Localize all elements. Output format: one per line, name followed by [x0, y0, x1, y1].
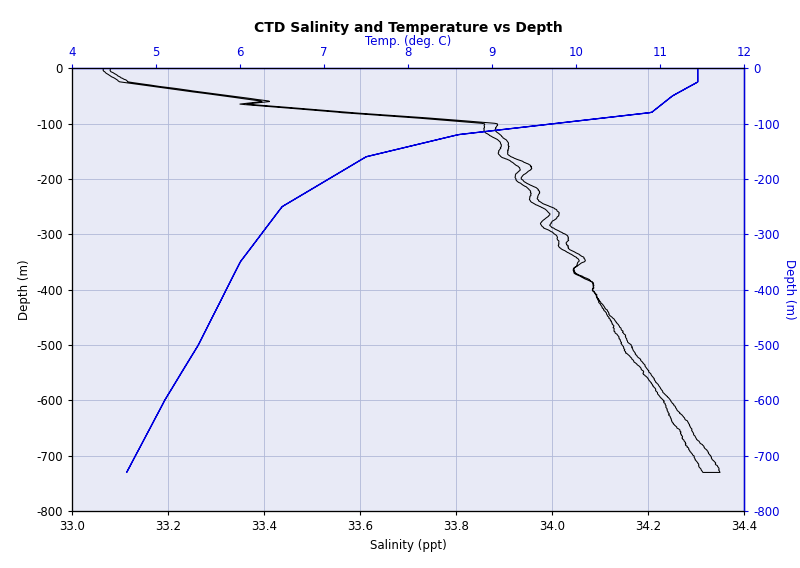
Y-axis label: Depth (m): Depth (m) — [18, 260, 30, 320]
Title: CTD Salinity and Temperature vs Depth: CTD Salinity and Temperature vs Depth — [254, 21, 562, 35]
X-axis label: Salinity (ppt): Salinity (ppt) — [370, 539, 446, 552]
X-axis label: Temp. (deg. C): Temp. (deg. C) — [365, 35, 451, 48]
Y-axis label: Depth (m): Depth (m) — [783, 260, 796, 320]
